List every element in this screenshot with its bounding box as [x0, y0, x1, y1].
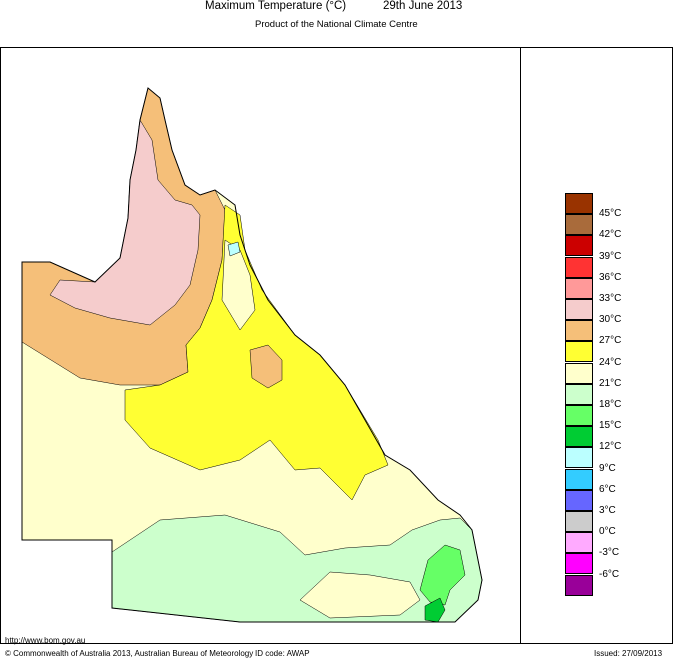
region-orange-inland [249, 344, 283, 389]
legend-label: 15°C [599, 420, 622, 432]
legend-swatch [565, 341, 593, 363]
legend-swatch [565, 256, 593, 278]
legend-label: 27°C [599, 335, 622, 347]
region-cream-north [221, 239, 256, 331]
legend-swatch [565, 426, 593, 448]
legend-swatch [565, 320, 593, 342]
legend-swatch [565, 214, 593, 236]
legend-swatch [565, 383, 593, 405]
legend-swatch [565, 447, 593, 469]
legend-swatch [565, 468, 593, 490]
footer-issued: Issued: 27/09/2013 [594, 649, 663, 658]
legend-swatch [565, 532, 593, 554]
legend-label: 33°C [599, 293, 622, 304]
map-subtitle: Product of the National Climate Centre [255, 19, 418, 30]
legend-swatch [565, 299, 593, 320]
legend-label: 18°C [599, 399, 622, 410]
footer-copyright: © Commonwealth of Australia 2013, Austra… [5, 649, 254, 658]
legend-swatch [565, 553, 593, 575]
legend-label: 6°C [599, 483, 616, 495]
legend-label: 9°C [599, 462, 616, 474]
legend-swatch [565, 489, 593, 511]
state-outline [21, 87, 483, 623]
legend-label: 30°C [599, 314, 622, 326]
legend-label: 3°C [599, 505, 616, 516]
map-legend-divider [520, 47, 521, 644]
legend-swatch [565, 193, 593, 214]
region-green [419, 544, 466, 606]
footer-id-code: ID code: AWAP [255, 649, 310, 658]
region-pink [49, 119, 201, 326]
map-title: Maximum Temperature (°C) [205, 0, 347, 12]
legend-label: 24°C [599, 356, 622, 368]
region-light-cyan [227, 241, 241, 257]
legend-label: 36°C [599, 271, 622, 283]
legend-label: -6°C [599, 568, 620, 580]
legend-label: 45°C [599, 208, 622, 220]
queensland-temperature-map [21, 87, 483, 623]
region-dark-green [424, 597, 446, 623]
legend-label: 12°C [599, 441, 622, 453]
legend-swatch [565, 235, 593, 257]
legend-swatch [565, 574, 593, 596]
title-row: Maximum Temperature (°C) 29th June 2013 [0, 0, 674, 18]
legend-label: 0°C [599, 526, 616, 538]
legend-swatch [565, 405, 593, 426]
footer-url: http://www.bom.gov.au [5, 636, 86, 645]
legend-label: 39°C [599, 250, 622, 262]
legend-swatch [565, 362, 593, 384]
region-cream-south [299, 571, 421, 619]
legend-swatch [565, 277, 593, 299]
map-date: 29th June 2013 [383, 0, 463, 12]
legend-swatch [565, 511, 593, 532]
legend-label: 42°C [599, 229, 622, 241]
legend-label: -3°C [599, 547, 620, 559]
legend-label: 21°C [599, 377, 622, 389]
map-frame [0, 47, 673, 644]
